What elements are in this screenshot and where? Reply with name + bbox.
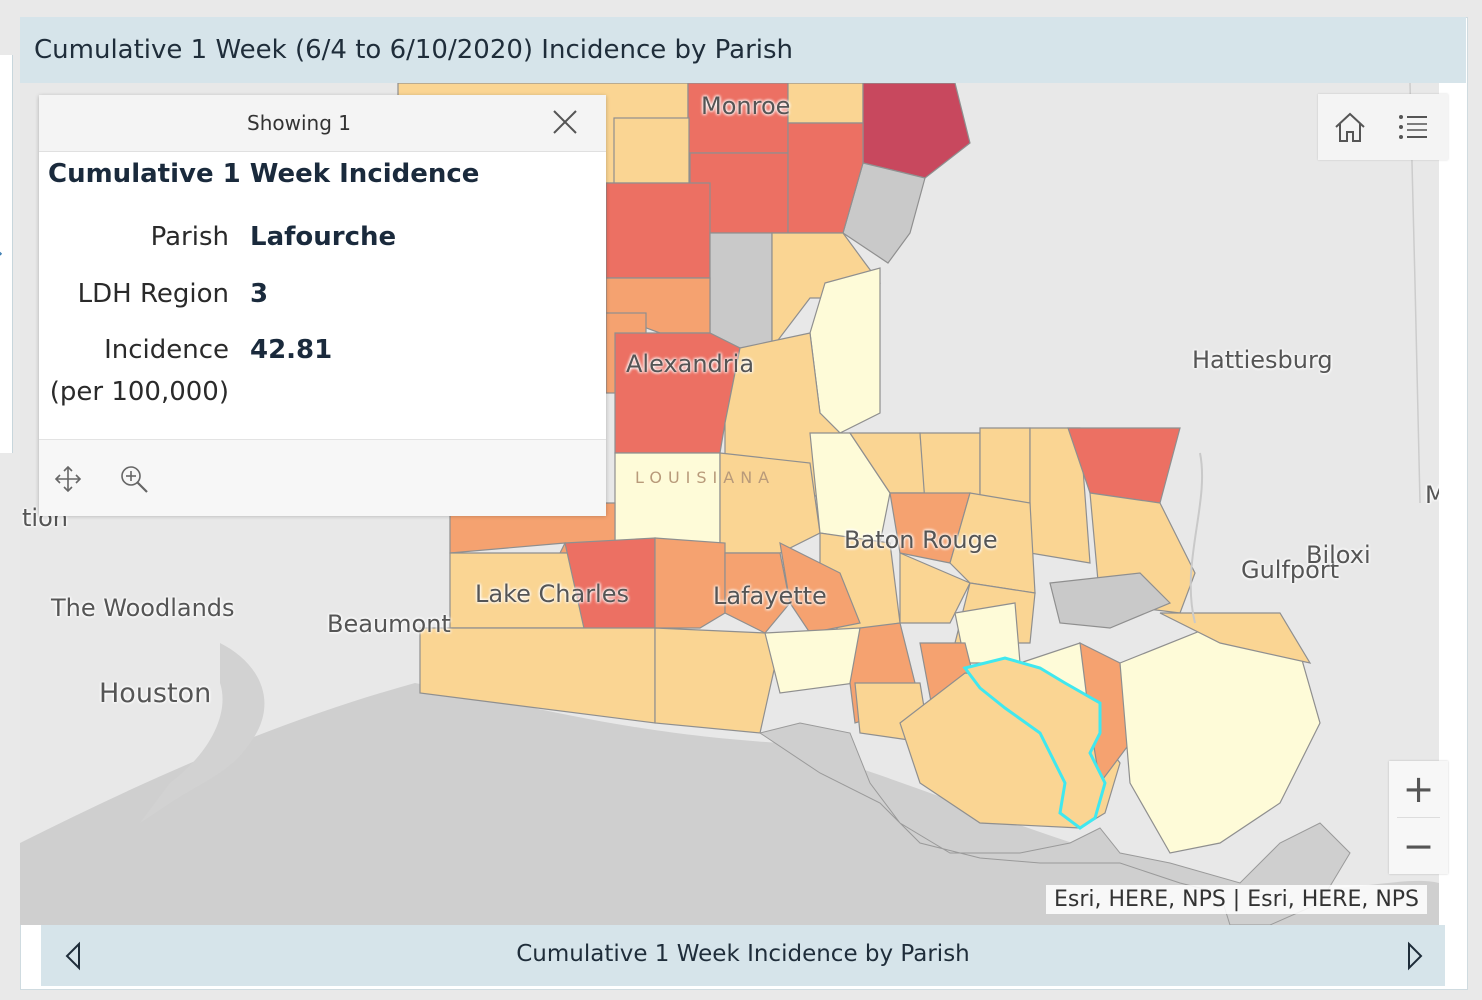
road-line bbox=[1189, 452, 1204, 624]
zoom-controls: + − bbox=[1389, 761, 1448, 874]
field-value-parish: Lafourche bbox=[250, 222, 397, 252]
parish-st-landry[interactable] bbox=[719, 452, 821, 554]
parish-cameron[interactable] bbox=[419, 627, 656, 724]
card-footer: Cumulative 1 Week Incidence by Parish bbox=[41, 925, 1445, 986]
map-attribution[interactable]: Esri, HERE, NPS | Esri, HERE, NPS bbox=[1046, 885, 1428, 914]
layer-list-icon[interactable] bbox=[1394, 108, 1432, 146]
map-label-lafayette: Lafayette bbox=[713, 582, 827, 610]
field-value-ldh-region: 3 bbox=[250, 279, 269, 309]
bay-water bbox=[140, 643, 265, 823]
gulf-water bbox=[20, 683, 1439, 925]
popup-header: Showing 1 bbox=[39, 95, 606, 152]
map-widgets bbox=[1318, 94, 1448, 160]
parish-winn[interactable] bbox=[605, 182, 711, 279]
zoom-out-button[interactable]: − bbox=[1402, 824, 1435, 868]
side-panel-edge bbox=[0, 55, 13, 453]
popup-actions bbox=[39, 439, 606, 516]
map-label-biloxi: Biloxi bbox=[1306, 541, 1371, 569]
footer-title: Cumulative 1 Week Incidence by Parish bbox=[516, 941, 970, 967]
highlight-lafourche[interactable] bbox=[962, 656, 1107, 830]
parish-n2[interactable] bbox=[613, 117, 690, 184]
parish-vermilion[interactable] bbox=[654, 627, 781, 734]
parish-iberia[interactable] bbox=[764, 627, 861, 694]
zoom-to-icon[interactable] bbox=[119, 464, 149, 494]
map-label-gulfport: Gulfport bbox=[1241, 556, 1340, 584]
close-icon[interactable] bbox=[552, 109, 578, 135]
map-label-monroe: Monroe bbox=[701, 92, 791, 120]
map-label-hattiesburg: Hattiesburg bbox=[1192, 346, 1333, 374]
lake-pontchartrain bbox=[1049, 572, 1172, 629]
parish-st-bernard[interactable] bbox=[1159, 612, 1312, 664]
parish-n1[interactable] bbox=[787, 83, 864, 124]
card-header: Cumulative 1 Week (6/4 to 6/10/2020) Inc… bbox=[20, 17, 1466, 83]
parish-acadia[interactable] bbox=[654, 537, 726, 629]
page-title: Cumulative 1 Week (6/4 to 6/10/2020) Inc… bbox=[34, 35, 794, 65]
parish-richland[interactable] bbox=[787, 122, 864, 234]
map-label-houston: Houston bbox=[99, 678, 212, 709]
parish-lafayette[interactable] bbox=[724, 552, 791, 634]
parish-ascension[interactable] bbox=[899, 552, 971, 624]
map-label-lake-charles: Lake Charles bbox=[475, 580, 629, 608]
map-label-louisiana: LOUISIANA bbox=[635, 468, 776, 487]
zoom-divider bbox=[1397, 817, 1440, 818]
field-label-ldh-region: LDH Region bbox=[77, 279, 229, 309]
popup-feature-count: Showing 1 bbox=[247, 111, 351, 135]
popup-title: Cumulative 1 Week Incidence bbox=[48, 159, 480, 189]
feature-popup: Showing 1 Cumulative 1 Week Incidence Pa… bbox=[39, 95, 606, 516]
parish-st-helena[interactable] bbox=[979, 427, 1031, 504]
home-icon[interactable] bbox=[1331, 108, 1369, 146]
field-label-incidence-unit: (per 100,000) bbox=[49, 377, 229, 407]
map-label-alexandria: Alexandria bbox=[626, 350, 755, 378]
move-icon[interactable] bbox=[53, 464, 83, 494]
zoom-in-button[interactable]: + bbox=[1402, 767, 1435, 811]
field-label-parish: Parish bbox=[150, 222, 229, 252]
parish-nodata-2[interactable] bbox=[709, 232, 773, 349]
parish-pointe-coupee[interactable] bbox=[809, 432, 891, 544]
chevron-left-icon[interactable] bbox=[61, 941, 85, 971]
parish-st-martin[interactable] bbox=[779, 541, 861, 634]
expand-arrow-icon[interactable]: › bbox=[0, 243, 3, 264]
field-value-incidence: 42.81 bbox=[250, 335, 333, 365]
parish-layer bbox=[397, 83, 1321, 854]
map-label-the-woodlands: The Woodlands bbox=[51, 594, 235, 622]
map-label-partial-right: M bbox=[1425, 481, 1439, 509]
map-label-beaumont: Beaumont bbox=[327, 610, 451, 638]
field-label-incidence: Incidence bbox=[104, 335, 229, 365]
map-label-baton-rouge: Baton Rouge bbox=[844, 526, 998, 554]
coastal-marsh bbox=[758, 722, 1351, 925]
chevron-right-icon[interactable] bbox=[1403, 941, 1427, 971]
